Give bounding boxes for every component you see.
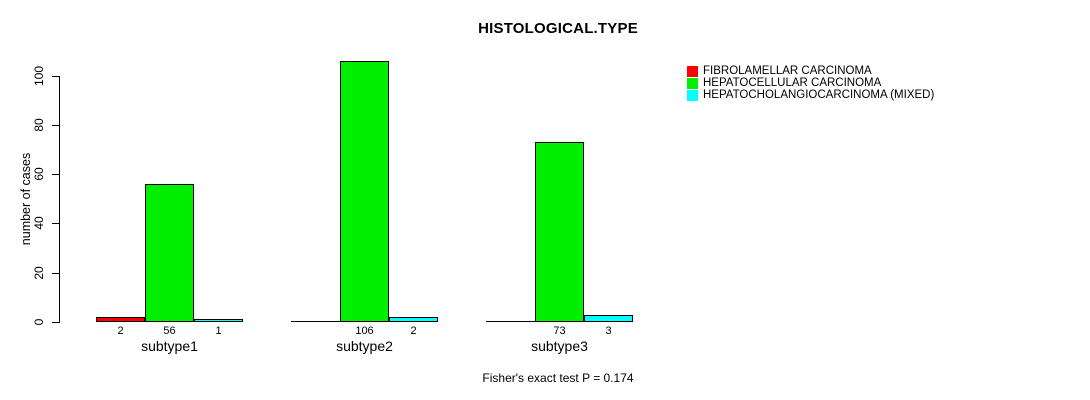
y-tick [52, 273, 59, 274]
bar-subtype3-2 [535, 142, 584, 322]
bar-value-label: 2 [410, 325, 417, 337]
y-tick-label: 40 [32, 216, 46, 230]
legend-row: HEPATOCHOLANGIOCARCINOMA (MIXED) [687, 89, 934, 101]
legend-label: HEPATOCHOLANGIOCARCINOMA (MIXED) [703, 89, 935, 101]
y-axis-line [59, 76, 60, 323]
bar-subtype1-3 [194, 319, 243, 322]
category-label-subtype1: subtype1 [141, 338, 198, 354]
y-tick [52, 125, 59, 126]
y-tick-label: 20 [32, 266, 46, 280]
bar-subtype2-3 [389, 317, 438, 322]
y-tick [52, 174, 59, 175]
y-tick-label: 80 [32, 118, 46, 132]
category-label-subtype2: subtype2 [336, 338, 393, 354]
bar-subtype3-3 [584, 315, 633, 322]
bar-subtype2-2 [340, 61, 389, 322]
chart-title: HISTOLOGICAL.TYPE [478, 20, 638, 37]
category-label-subtype3: subtype3 [531, 338, 588, 354]
y-tick [52, 76, 59, 77]
bar-subtype1-2 [145, 184, 194, 322]
legend-row: FIBROLAMELLAR CARCINOMA [687, 65, 934, 77]
legend-label: HEPATOCELLULAR CARCINOMA [703, 77, 882, 89]
annotation-text: Fisher's exact test P = 0.174 [482, 371, 634, 385]
y-tick-label: 0 [32, 318, 46, 326]
legend-swatch [687, 89, 698, 101]
y-axis-label: number of cases [19, 152, 33, 246]
y-tick [52, 322, 59, 323]
bar-value-label: 1 [215, 325, 222, 337]
legend-label: FIBROLAMELLAR CARCINOMA [703, 65, 872, 77]
bar-subtype1-1 [96, 317, 145, 322]
legend-swatch [687, 65, 698, 77]
y-tick-label: 60 [32, 167, 46, 181]
bar-value-label: 3 [605, 325, 612, 337]
legend-swatch [687, 77, 698, 89]
bar-value-label: 2 [117, 325, 124, 337]
bar-value-label: 106 [355, 325, 374, 337]
bar-value-label: 73 [553, 325, 566, 337]
y-tick [52, 223, 59, 224]
legend: FIBROLAMELLAR CARCINOMA HEPATOCELLULAR CA… [687, 65, 934, 101]
bar-subtype2-1 [291, 321, 340, 322]
bar-value-label: 56 [163, 325, 176, 337]
bar-subtype3-1 [486, 321, 535, 322]
legend-row: HEPATOCELLULAR CARCINOMA [687, 77, 934, 89]
y-tick-label: 100 [32, 65, 46, 87]
